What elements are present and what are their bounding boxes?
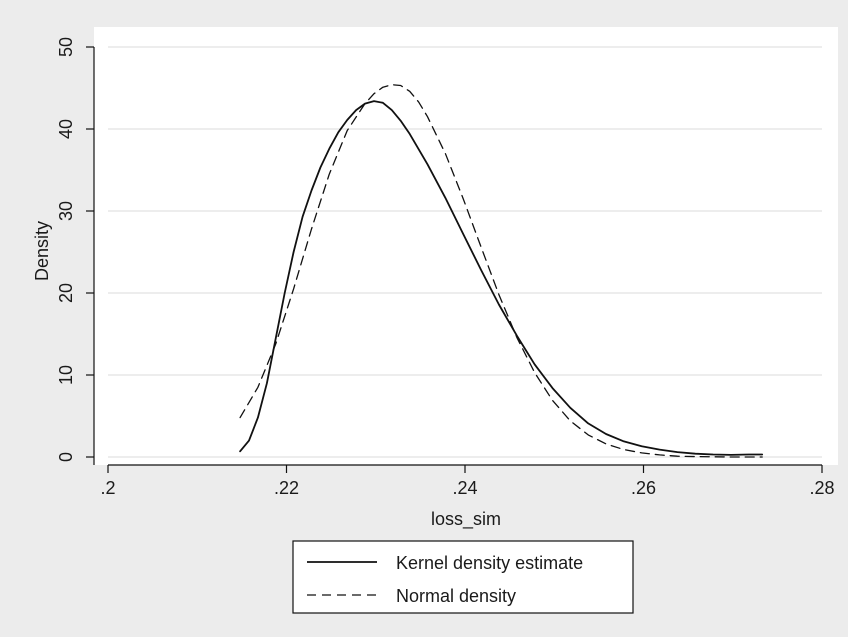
legend-label-kernel: Kernel density estimate — [396, 553, 583, 573]
x-tick-label: .2 — [100, 478, 115, 498]
y-tick-label: 50 — [56, 37, 76, 57]
legend-box — [292, 540, 634, 614]
kernel-density-line — [239, 100, 764, 456]
y-tick-label: 0 — [56, 452, 76, 462]
axes: 0 10 20 30 40 50 .2 .22 .24 .26 .28 — [56, 37, 835, 498]
x-axis-title: loss_sim — [431, 509, 501, 530]
x-tick-label: .24 — [452, 478, 477, 498]
legend: Kernel density estimate Normal density — [292, 540, 634, 614]
series-lines — [239, 84, 764, 458]
x-tick-label: .22 — [274, 478, 299, 498]
y-tick-label: 10 — [56, 365, 76, 385]
y-tick-label: 20 — [56, 283, 76, 303]
gridlines — [108, 46, 822, 458]
y-tick-label: 30 — [56, 201, 76, 221]
x-tick-label: .28 — [809, 478, 834, 498]
y-tick-label: 40 — [56, 119, 76, 139]
x-tick-label: .26 — [631, 478, 656, 498]
y-axis-title: Density — [32, 221, 52, 281]
legend-label-normal: Normal density — [396, 586, 516, 606]
plot-area — [94, 27, 838, 465]
